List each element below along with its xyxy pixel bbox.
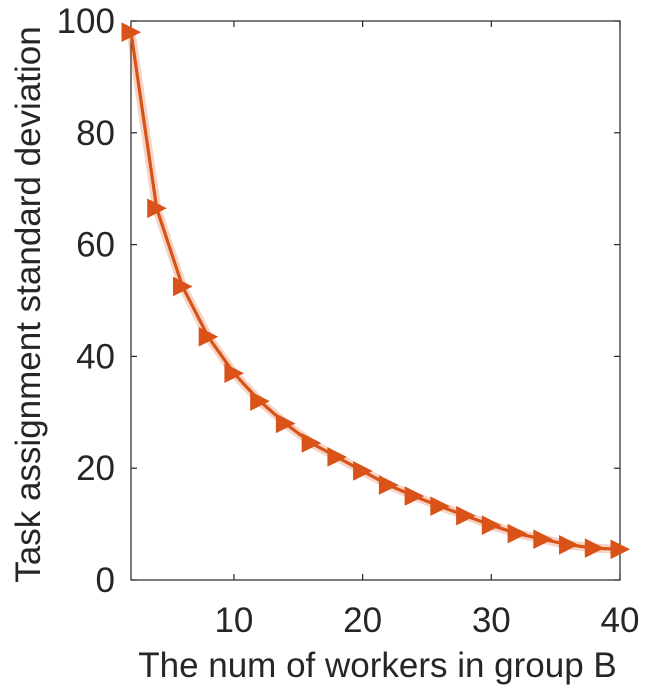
y-tick-label: 100 xyxy=(57,2,115,41)
y-tick-label: 60 xyxy=(76,226,115,265)
data-point-marker xyxy=(404,486,425,506)
data-point-marker xyxy=(533,529,553,550)
data-point-marker xyxy=(430,496,450,517)
data-point-marker xyxy=(198,326,219,347)
data-point-marker xyxy=(224,363,245,384)
series-layer xyxy=(121,22,631,560)
x-tick-label: 40 xyxy=(601,601,640,640)
y-tick-label: 0 xyxy=(96,561,115,600)
y-axis-title: Task assignment standard deviation xyxy=(9,26,48,582)
data-point-marker xyxy=(481,515,502,536)
data-point-marker xyxy=(327,447,348,467)
x-tick-label: 10 xyxy=(214,601,253,640)
data-point-marker xyxy=(173,276,193,297)
x-tick-label: 20 xyxy=(343,601,382,640)
data-point-marker xyxy=(456,505,476,526)
plot-box xyxy=(130,20,621,581)
data-point-marker xyxy=(610,539,631,560)
data-point-marker xyxy=(507,523,528,544)
y-tick-label: 20 xyxy=(76,449,115,488)
data-point-marker xyxy=(147,198,167,219)
plot-area xyxy=(130,20,621,581)
data-point-marker xyxy=(121,22,142,43)
data-point-marker xyxy=(301,433,322,453)
data-point-marker xyxy=(559,534,579,555)
axis-ticks: 10 20 30 40 0 20 40 60 80 100 xyxy=(57,2,640,640)
data-point-marker xyxy=(353,461,373,481)
y-tick-label: 40 xyxy=(76,337,115,376)
data-point-marker xyxy=(275,413,296,434)
data-point-marker xyxy=(250,391,270,411)
data-point-marker xyxy=(378,475,399,495)
data-point-marker xyxy=(584,538,605,558)
y-tick-label: 80 xyxy=(76,114,115,153)
x-axis-title: The num of workers in group B xyxy=(138,646,617,685)
x-tick-label: 30 xyxy=(472,601,511,640)
